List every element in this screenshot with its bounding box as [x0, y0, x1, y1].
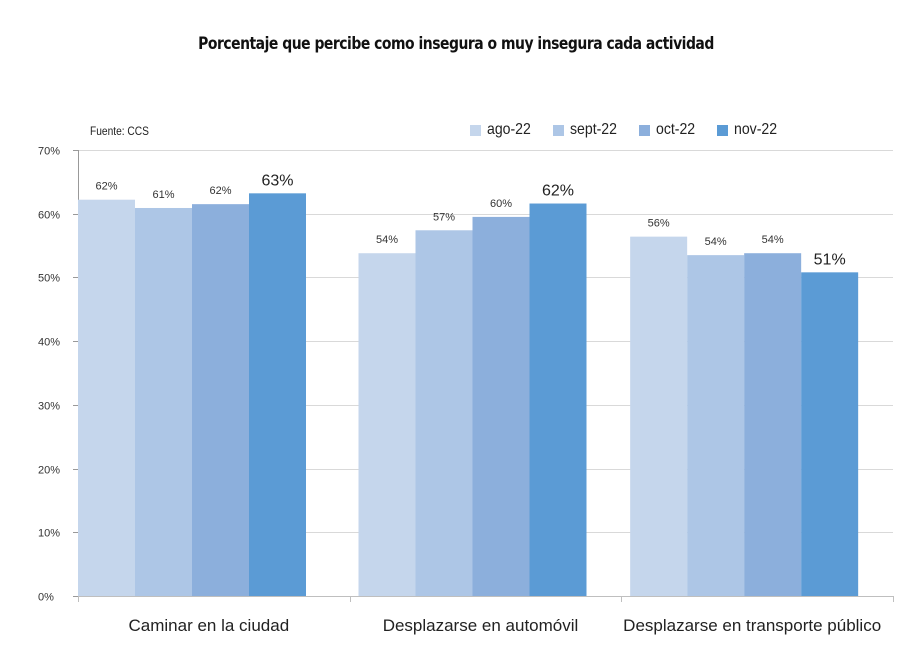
bar-oct-22-3	[744, 253, 802, 596]
bar-sept-22-3	[687, 255, 745, 596]
bar-nov-22-2	[529, 203, 587, 596]
y-tick-label: 70%	[38, 146, 60, 158]
data-label: 54%	[376, 234, 398, 246]
data-label: 62%	[542, 183, 574, 200]
x-category-label: Desplazarse en automóvil	[383, 616, 579, 635]
data-label: 62%	[95, 181, 117, 193]
bar-nov-22-3	[801, 272, 859, 596]
data-label: 54%	[762, 234, 784, 246]
bar-sept-22-1	[135, 207, 192, 597]
legend-label: sept-22	[569, 121, 617, 138]
legend-item-nov-22: nov-22	[716, 121, 783, 139]
legend-swatch	[552, 124, 564, 136]
y-tick-label: 40%	[38, 337, 60, 349]
legend-item-oct-22: oct-22	[639, 121, 700, 139]
data-label: 54%	[705, 236, 727, 248]
legend-label: nov-22	[733, 121, 777, 138]
legend: ago-22 sept-22 oct-22 nov-22	[470, 121, 783, 139]
bar-oct-22-1	[192, 204, 249, 596]
bar-ago-22-2	[358, 253, 416, 596]
bar-ago-22-3	[630, 236, 688, 596]
y-tick-label: 0%	[38, 592, 54, 604]
data-label: 62%	[209, 185, 231, 197]
legend-swatch	[716, 124, 728, 136]
y-tick-label: 10%	[38, 528, 60, 540]
legend-item-sept-22: sept-22	[552, 121, 623, 139]
x-category-label: Caminar en la ciudad	[129, 616, 290, 635]
bar-ago-22-1	[78, 199, 135, 596]
data-label: 56%	[648, 218, 670, 230]
x-category-label: Desplazarse en transporte público	[623, 616, 881, 635]
bar-nov-22-1	[249, 193, 306, 596]
data-label: 60%	[490, 198, 512, 210]
y-tick-label: 30%	[38, 401, 60, 413]
legend-label: ago-22	[487, 121, 531, 138]
chart-title: Porcentaje que percibe como insegura o m…	[198, 34, 714, 54]
data-label: 57%	[433, 211, 455, 223]
y-tick-label: 50%	[38, 273, 60, 285]
data-label: 61%	[152, 189, 174, 201]
y-tick-label: 20%	[38, 465, 60, 477]
bar-oct-22-2	[472, 216, 530, 596]
source-note: Fuente: CCS	[90, 124, 149, 138]
legend-item-ago-22: ago-22	[470, 121, 537, 139]
legend-swatch	[639, 124, 651, 136]
data-label: 63%	[261, 172, 293, 189]
legend-swatch	[470, 124, 481, 136]
y-tick-label: 60%	[38, 210, 60, 222]
data-label: 51%	[814, 251, 846, 268]
bar-sept-22-2	[415, 230, 473, 596]
legend-label: oct-22	[656, 121, 696, 138]
